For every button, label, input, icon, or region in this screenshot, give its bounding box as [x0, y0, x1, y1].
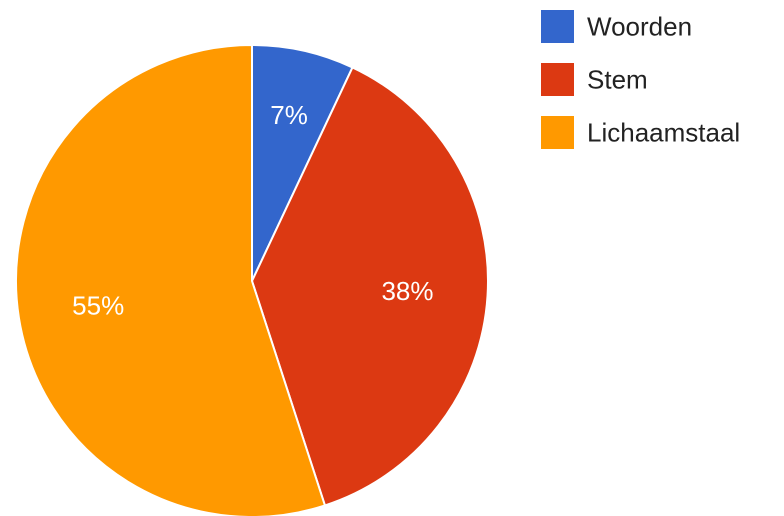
legend-label-stem: Stem	[587, 65, 648, 95]
legend-swatch-lichaamstaal	[541, 116, 574, 149]
slice-label-lichaamstaal: 55%	[72, 290, 124, 320]
legend-label-lichaamstaal: Lichaamstaal	[587, 118, 740, 148]
legend-label-woorden: Woorden	[587, 12, 692, 42]
pie-slice-labels: 7% 38% 55%	[72, 100, 433, 320]
pie-slice-lichaamstaal	[15, 44, 326, 516]
pie-slice-woorden	[251, 44, 354, 282]
slice-label-woorden: 7%	[270, 100, 308, 130]
pie-slices	[15, 44, 489, 516]
slice-label-stem: 38%	[381, 276, 433, 306]
legend-swatch-woorden	[541, 10, 574, 43]
pie-slice-stem	[251, 66, 489, 507]
legend-swatch-stem	[541, 63, 574, 96]
legend: Woorden Stem Lichaamstaal	[541, 10, 740, 149]
